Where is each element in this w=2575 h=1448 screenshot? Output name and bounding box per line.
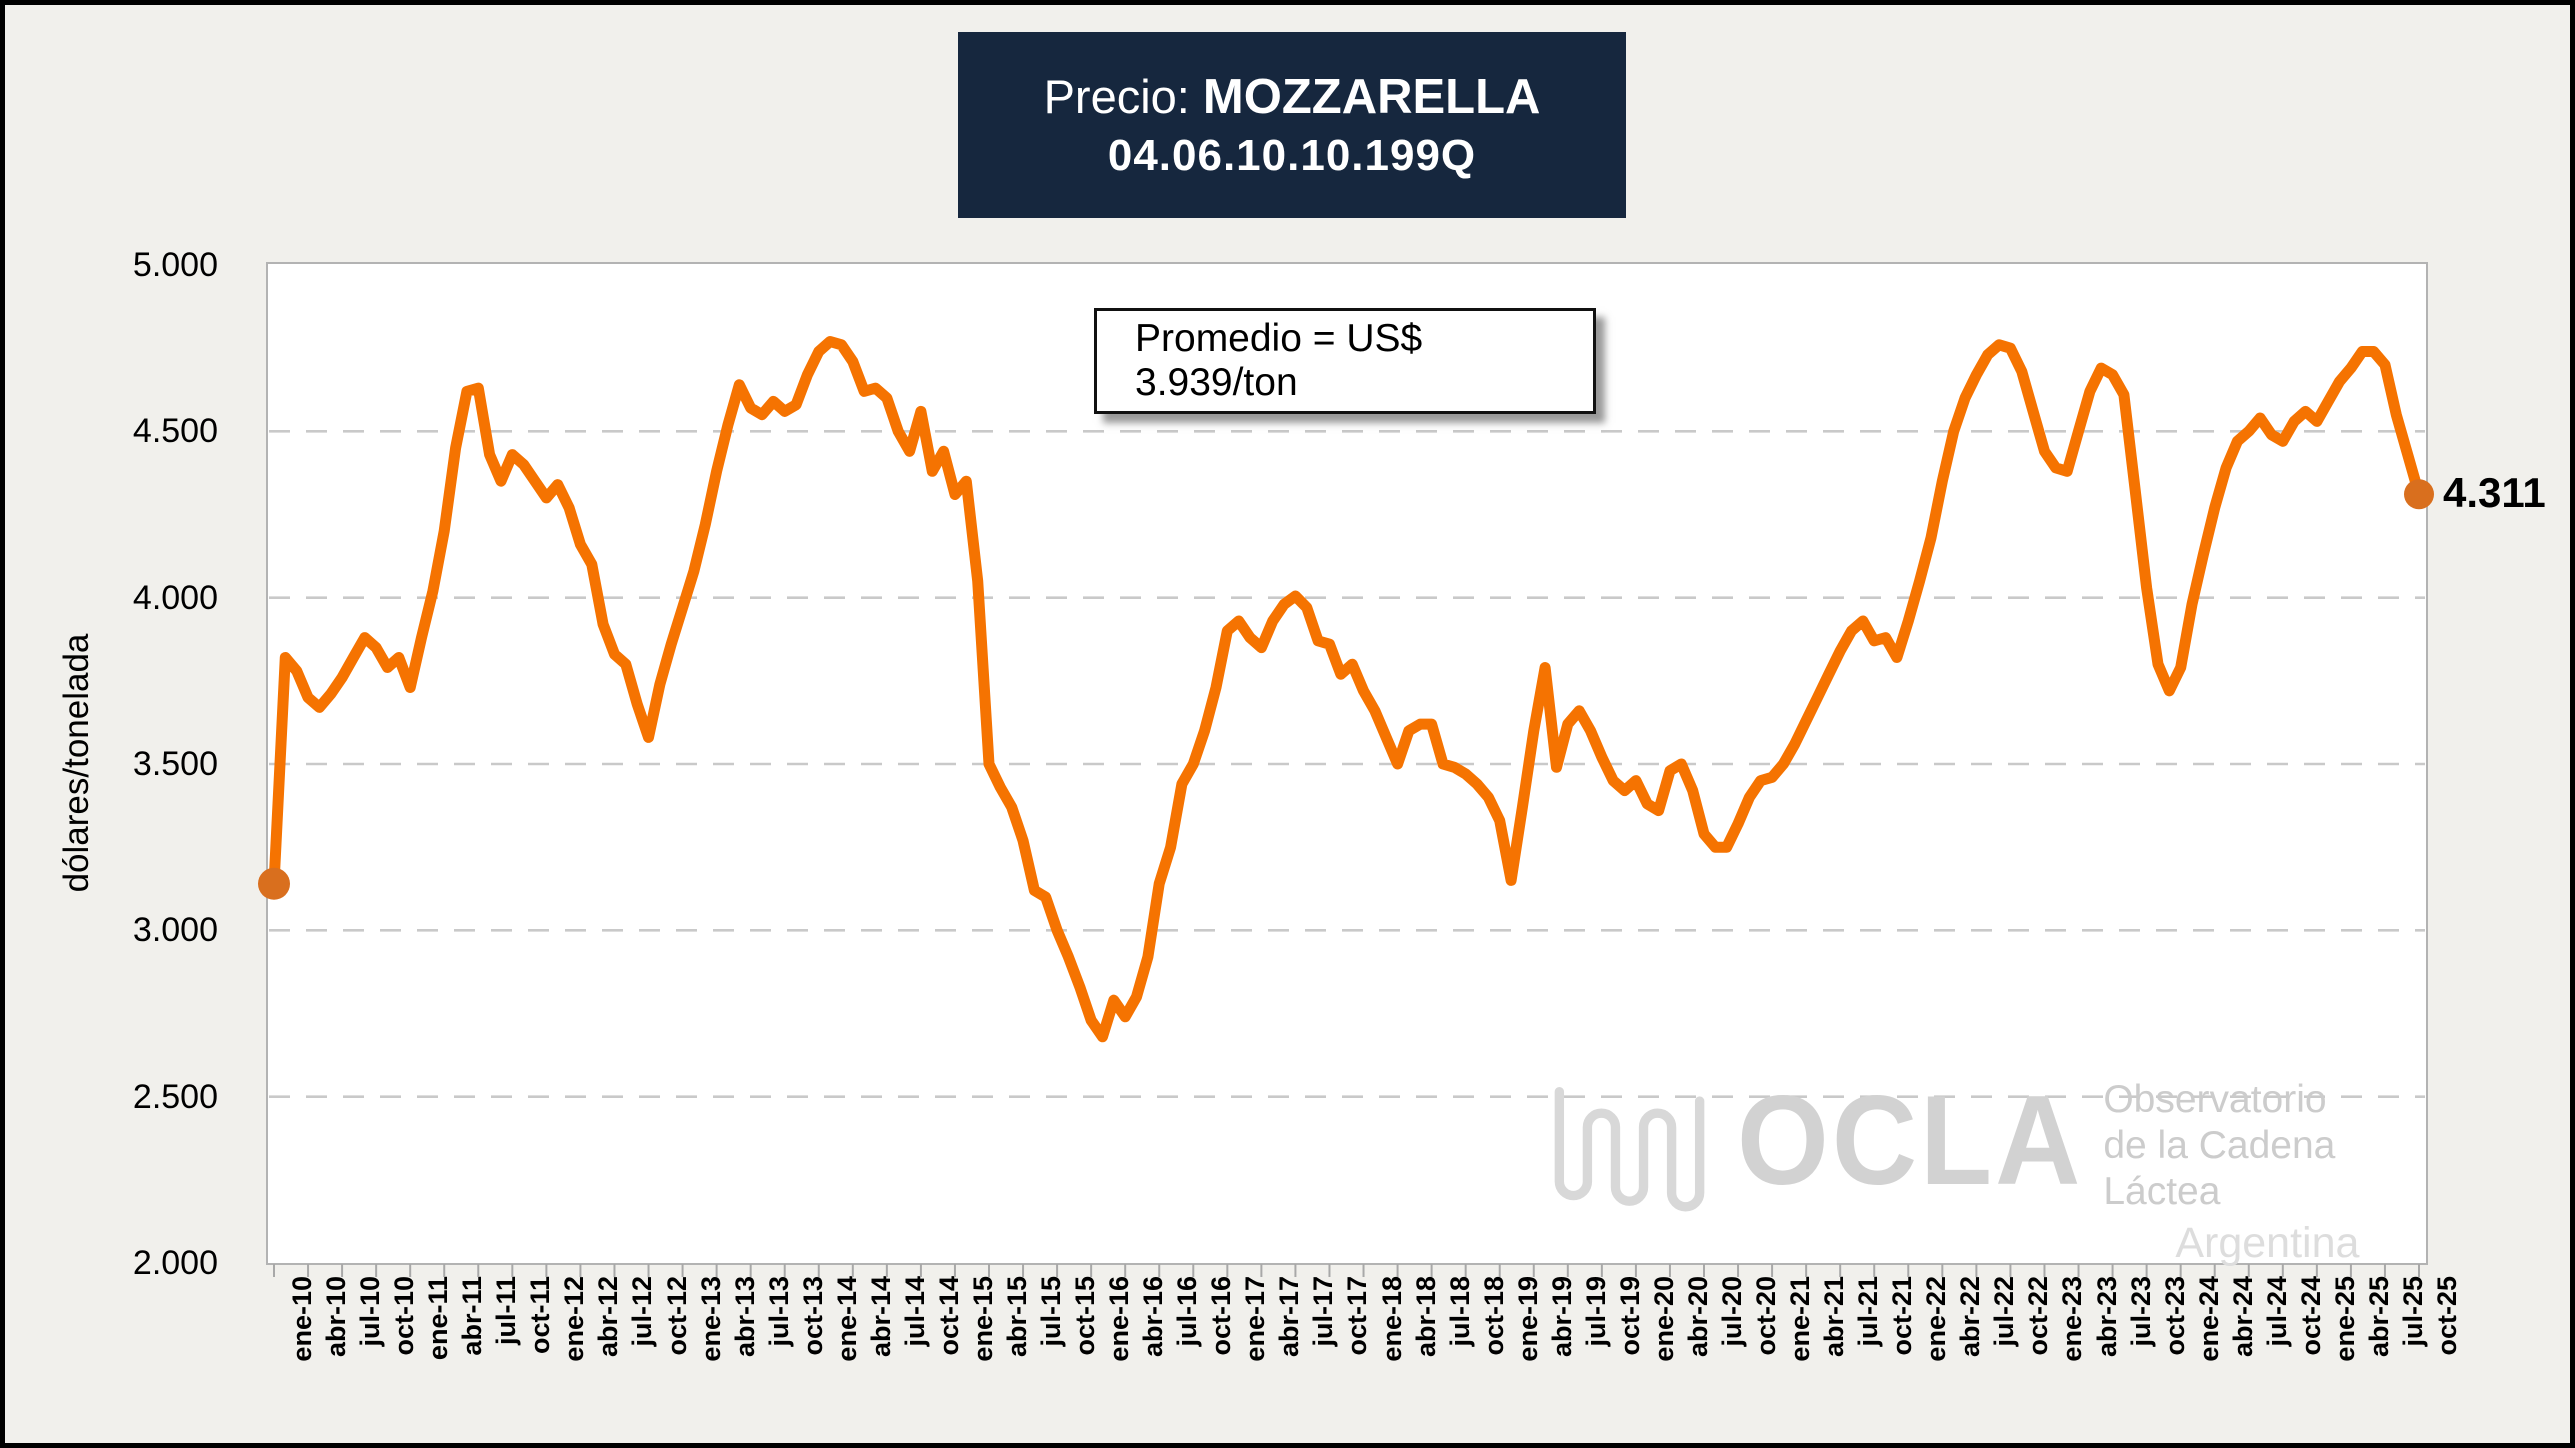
chart-title: Precio: MOZZARELLA — [958, 69, 1626, 125]
price-line-chart — [258, 262, 2434, 1277]
chart-title-product: MOZZARELLA — [1202, 70, 1541, 124]
last-point-label: 4.311 — [2443, 469, 2546, 516]
y-axis-label: 3.500 — [132, 745, 218, 783]
y-axis-label: 4.000 — [132, 578, 218, 617]
average-annotation-box: Promedio = US$ 3.939/ton — [1094, 308, 1596, 414]
average-annotation-text: Promedio = US$ 3.939/ton — [1135, 317, 1423, 404]
y-axis-label: 2.000 — [132, 1244, 218, 1282]
first-point-marker — [258, 867, 290, 900]
chart-title-code: 04.06.10.10.199Q — [1107, 131, 1477, 180]
chart-title-prefix: Precio: — [1043, 70, 1190, 123]
y-axis-title: dólares/tonelada — [57, 633, 96, 893]
y-axis-label: 3.000 — [132, 911, 218, 950]
last-point-marker — [2404, 479, 2434, 510]
y-axis-label: 2.500 — [132, 1077, 218, 1116]
price-series-line — [268, 336, 2425, 1043]
y-axis-label: 5.000 — [132, 246, 218, 284]
chart-title-box: Precio: MOZZARELLA 04.06.10.10.199Q — [958, 32, 1626, 218]
y-axis-label: 4.500 — [132, 412, 218, 451]
